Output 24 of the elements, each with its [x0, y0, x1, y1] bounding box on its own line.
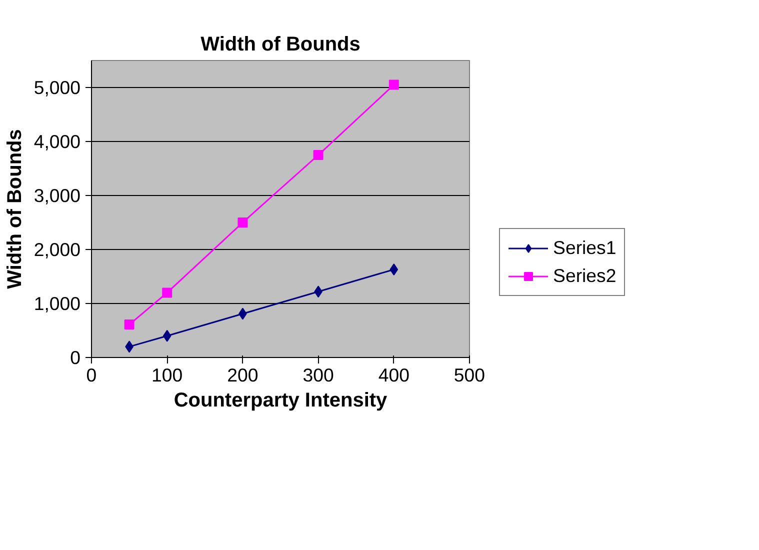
point [313, 150, 324, 160]
point [162, 288, 172, 298]
x-tick-label: 200 [227, 364, 258, 386]
y-tick-label: 2,000 [34, 239, 80, 260]
point [124, 320, 134, 330]
x-tick-label: 500 [454, 364, 486, 386]
x-tick-label: 400 [378, 364, 410, 386]
y-tick-label: 0 [70, 347, 81, 368]
y-tick-label: 4,000 [34, 131, 80, 152]
chart-title: Width of Bounds [200, 34, 360, 56]
y-axis-title: Width of Bounds [4, 129, 26, 289]
point [238, 218, 248, 228]
y-tick-label: 3,000 [34, 185, 80, 206]
legend-label: Series1 [553, 236, 616, 258]
point [390, 263, 398, 276]
y-tick-label: 5,000 [34, 77, 80, 98]
x-tick-label: 100 [152, 364, 183, 386]
point [388, 80, 399, 90]
x-axis-title: Counterparty Intensity [174, 390, 388, 412]
legend-label: Series2 [553, 264, 616, 286]
y-tick-label: 1,000 [34, 293, 80, 314]
x-tick-label: 0 [86, 364, 97, 386]
point [162, 330, 172, 342]
x-tick-label: 300 [302, 364, 334, 386]
